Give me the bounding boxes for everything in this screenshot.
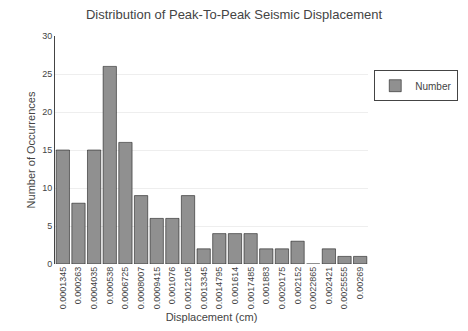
svg-text:Number: Number bbox=[415, 81, 451, 92]
svg-text:30: 30 bbox=[42, 31, 52, 41]
svg-text:0.0014795: 0.0014795 bbox=[214, 267, 224, 310]
svg-text:0.0004035: 0.0004035 bbox=[89, 267, 99, 310]
svg-text:Number of Occurrences: Number of Occurrences bbox=[25, 91, 37, 208]
svg-text:0.000538: 0.000538 bbox=[105, 267, 115, 305]
svg-text:10: 10 bbox=[42, 183, 52, 193]
svg-text:0.0001345: 0.0001345 bbox=[58, 267, 68, 310]
svg-text:Distribution of Peak-To-Peak S: Distribution of Peak-To-Peak Seismic Dis… bbox=[86, 7, 383, 22]
svg-text:0.0020175: 0.0020175 bbox=[277, 267, 287, 310]
svg-text:15: 15 bbox=[42, 145, 52, 155]
svg-text:0.0009415: 0.0009415 bbox=[152, 267, 162, 310]
svg-text:0.0008007: 0.0008007 bbox=[136, 267, 146, 310]
svg-text:0.001883: 0.001883 bbox=[261, 267, 271, 305]
svg-text:0.002152: 0.002152 bbox=[293, 267, 303, 305]
svg-text:5: 5 bbox=[47, 221, 52, 231]
svg-text:20: 20 bbox=[42, 107, 52, 117]
svg-text:0: 0 bbox=[47, 259, 52, 269]
svg-text:0.001076: 0.001076 bbox=[167, 267, 177, 305]
svg-text:0.0006725: 0.0006725 bbox=[120, 267, 130, 310]
svg-text:25: 25 bbox=[42, 69, 52, 79]
svg-text:0.00269: 0.00269 bbox=[355, 267, 365, 300]
svg-text:0.0013345: 0.0013345 bbox=[199, 267, 209, 310]
svg-text:0.000263: 0.000263 bbox=[73, 267, 83, 305]
svg-text:0.0025555: 0.0025555 bbox=[339, 267, 349, 310]
svg-text:0.0012105: 0.0012105 bbox=[183, 267, 193, 310]
svg-text:0.0017485: 0.0017485 bbox=[246, 267, 256, 310]
svg-text:0.001614: 0.001614 bbox=[230, 267, 240, 305]
svg-text:0.002421: 0.002421 bbox=[324, 267, 334, 305]
svg-text:Displacement (cm): Displacement (cm) bbox=[166, 311, 258, 323]
svg-text:0.0022865: 0.0022865 bbox=[308, 267, 318, 310]
